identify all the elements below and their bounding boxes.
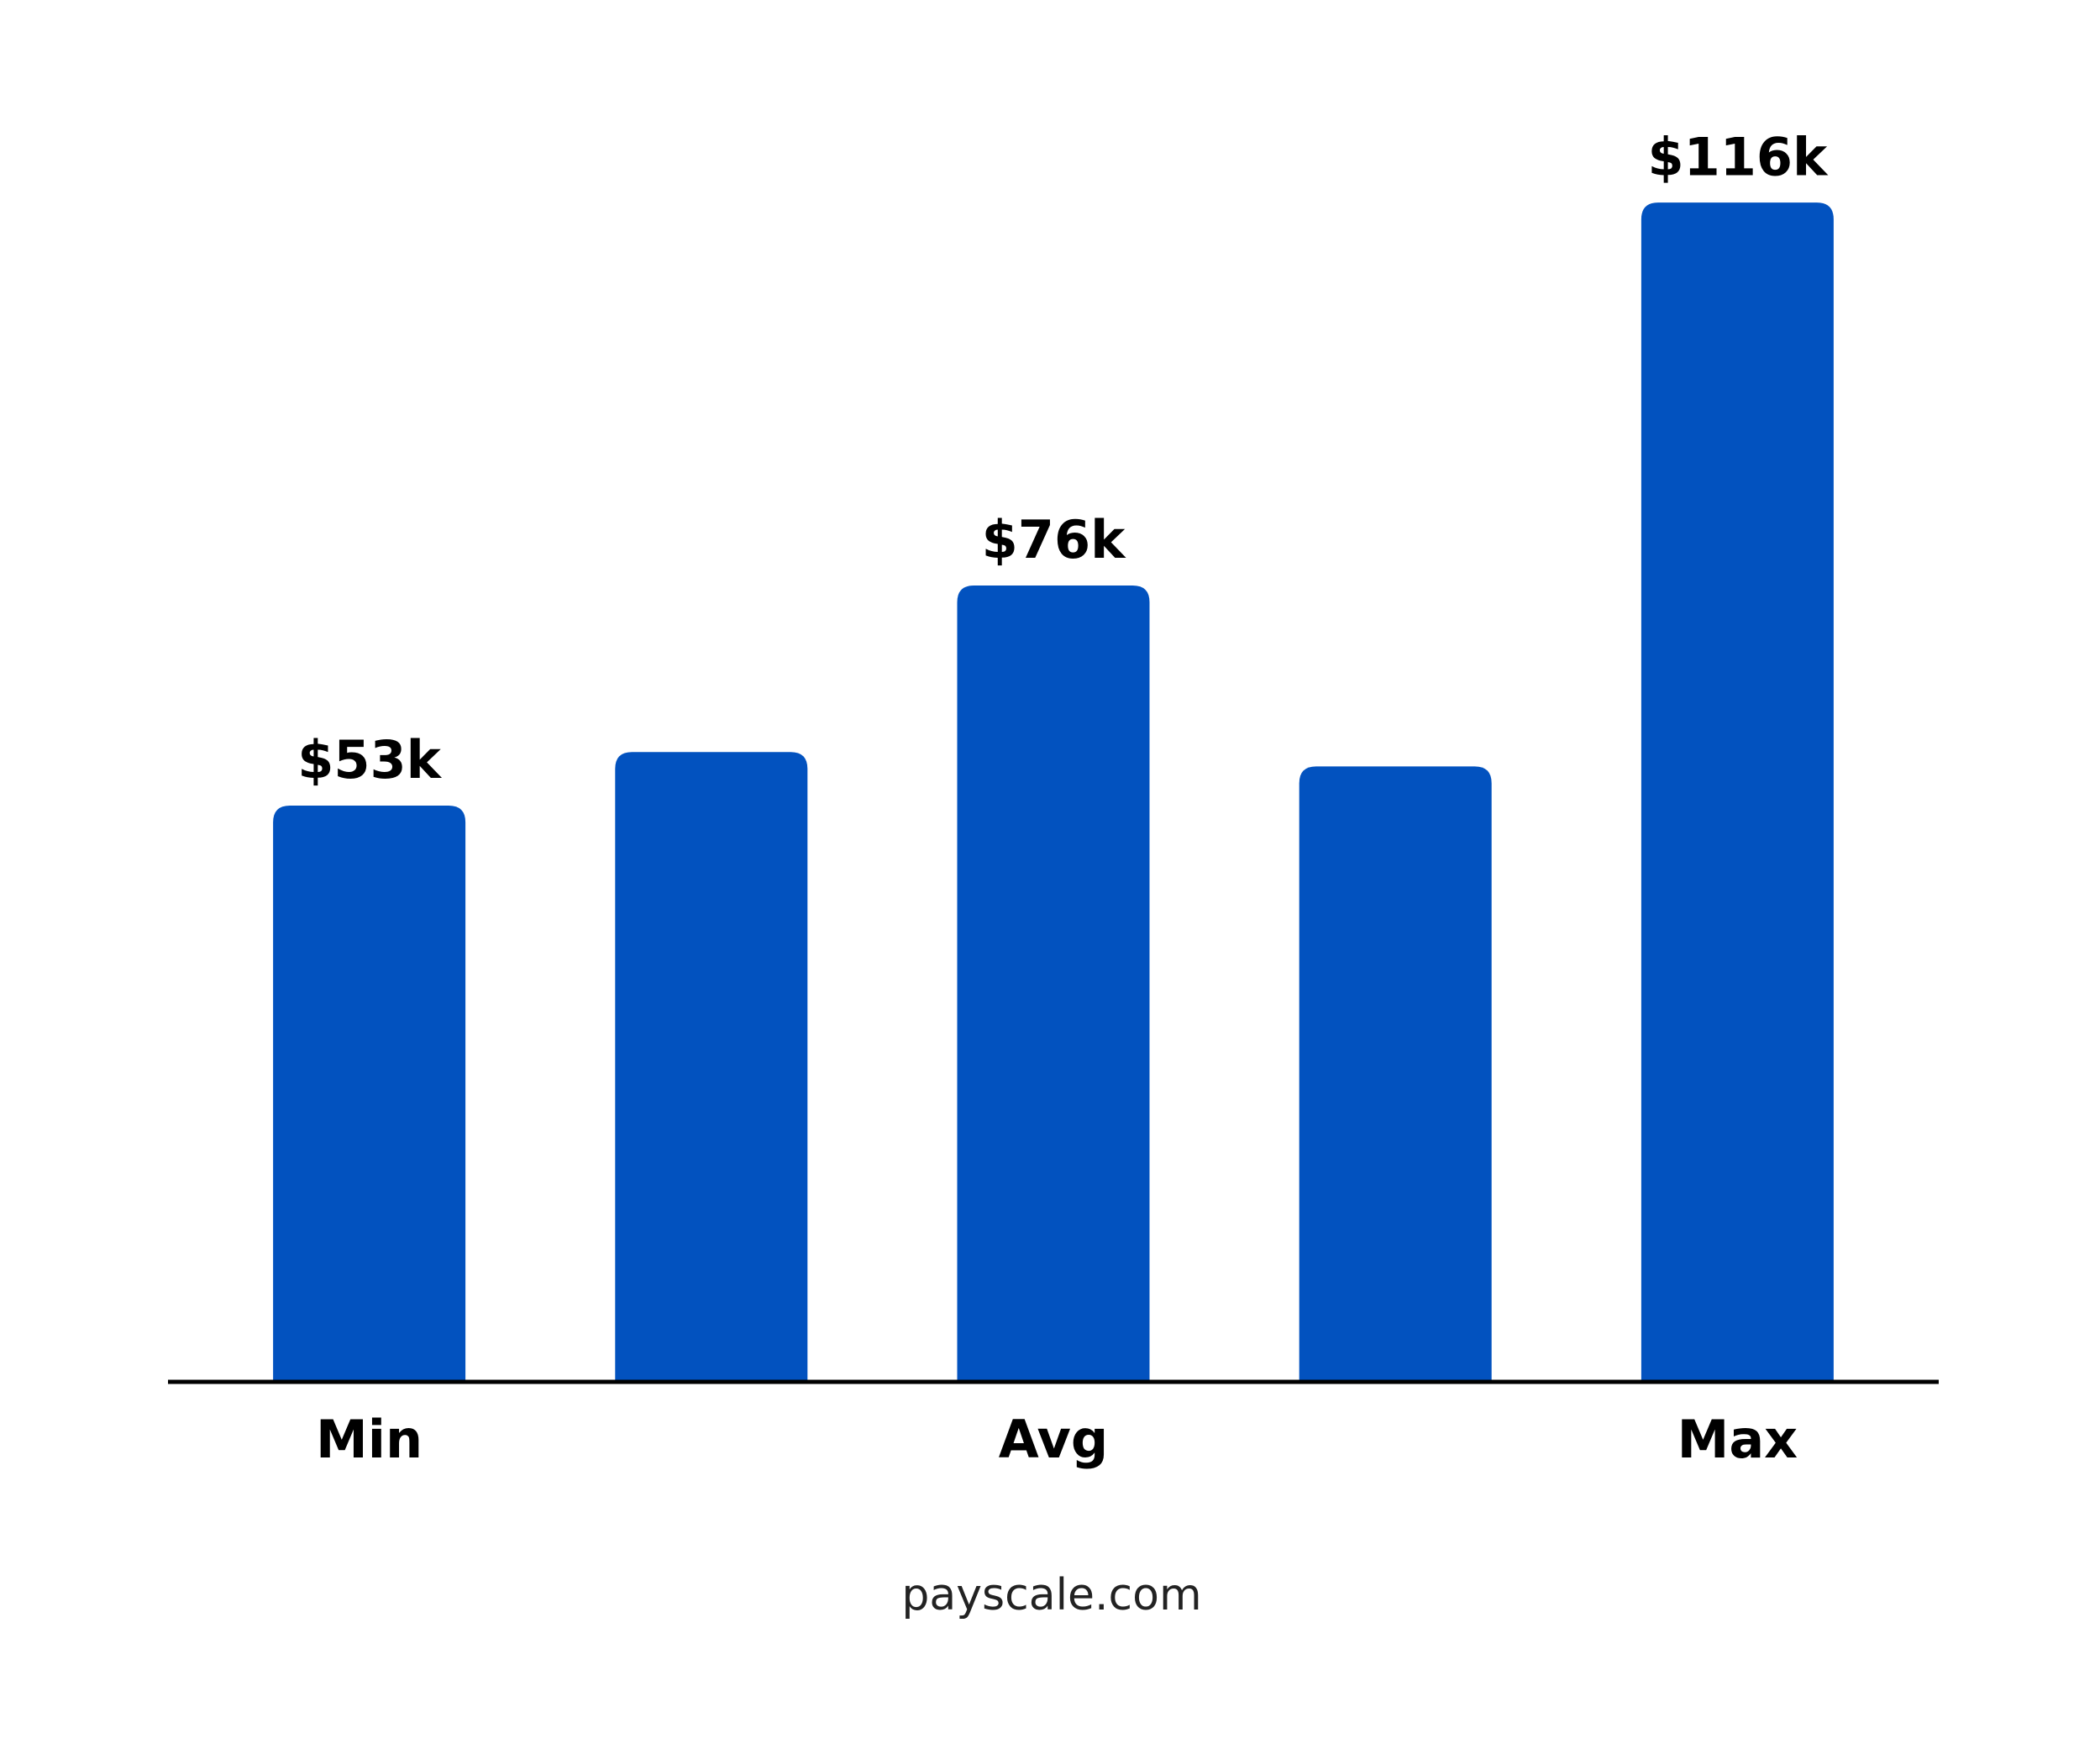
x-tick-label: Max — [1677, 1409, 1798, 1470]
source: payscale.com — [901, 1570, 1201, 1620]
value-label: $116k — [1648, 126, 1830, 187]
x-tick-label: Min — [316, 1409, 423, 1470]
bar — [1641, 202, 1834, 1382]
value-label: $76k — [982, 509, 1126, 570]
value-label: $53k — [297, 729, 442, 790]
x-tick-label: Avg — [999, 1409, 1109, 1470]
bar — [615, 752, 808, 1382]
bar — [1299, 766, 1492, 1382]
bar — [957, 585, 1150, 1382]
bar — [273, 806, 466, 1382]
